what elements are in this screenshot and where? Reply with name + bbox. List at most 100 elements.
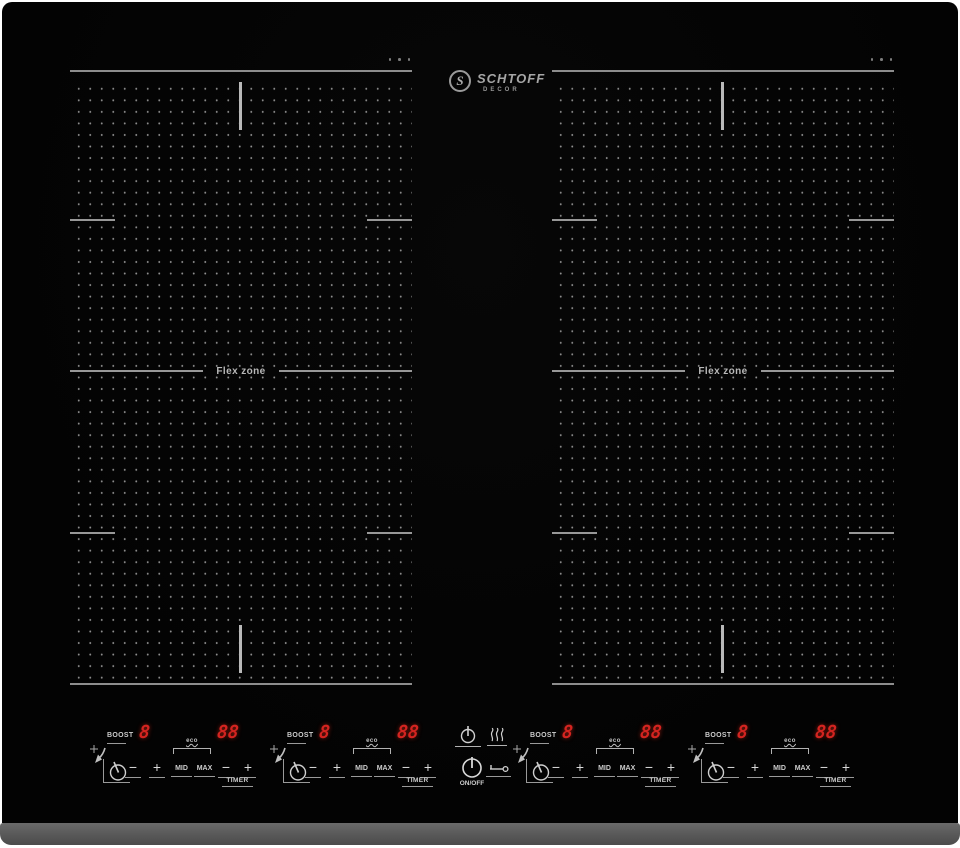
power-minus-button[interactable]: −	[723, 760, 739, 778]
timer-plus-button[interactable]: +	[240, 760, 256, 778]
power-level-display: 8	[138, 722, 151, 743]
zone-select-arrow-icon	[688, 745, 704, 763]
power-icon	[532, 761, 550, 781]
boost-button[interactable]: BOOST	[530, 732, 556, 744]
brand-emblem-icon: S	[449, 70, 471, 92]
timer-display: 88	[814, 722, 838, 743]
boost-button[interactable]: BOOST	[287, 732, 313, 744]
power-icon	[109, 761, 127, 781]
flex-zone-line	[552, 370, 686, 372]
flex-zone-label: Flex zone	[216, 365, 266, 377]
timer-label: TIMER	[222, 777, 253, 787]
mid-power-button[interactable]: MID	[769, 765, 790, 777]
zone-power-button[interactable]	[701, 759, 728, 783]
mid-max-bracket	[353, 748, 391, 754]
timer-minus-button[interactable]: −	[641, 760, 657, 778]
indicator-dots	[870, 58, 892, 61]
zone-divider-mark	[849, 219, 894, 221]
zone-center-tick-top	[721, 82, 724, 130]
zone-select-arrow-icon	[270, 745, 286, 763]
max-power-button[interactable]: MAX	[194, 765, 215, 777]
eco-icon: eco	[186, 738, 198, 744]
flex-zone-divider: Flex zone	[552, 365, 895, 377]
timer-label: TIMER	[645, 777, 676, 787]
timer-plus-button[interactable]: +	[838, 760, 854, 778]
timer-label: TIMER	[402, 777, 433, 787]
zone-divider-mark	[367, 219, 412, 221]
zone-dot-grid	[70, 80, 412, 685]
heat-waves-button[interactable]	[487, 727, 507, 746]
indicator-dots	[388, 58, 410, 61]
timer-display: 88	[396, 722, 420, 743]
mid-power-button[interactable]: MID	[351, 765, 372, 777]
cooking-zone-left: Flex zone	[70, 58, 413, 686]
mid-max-bracket	[771, 748, 809, 754]
burner-control-section-4: BOOST 8 88 − + eco MID MAX − + TIMER	[685, 717, 860, 797]
main-power-button[interactable]	[459, 755, 485, 779]
key-lock-icon	[489, 765, 509, 773]
power-icon	[707, 761, 725, 781]
zone-top-line	[552, 70, 894, 72]
zone-dot-grid	[552, 80, 894, 685]
zone-divider-mark	[70, 219, 115, 221]
central-control-cluster: ON/OFF	[450, 717, 522, 797]
eco-icon: eco	[366, 738, 378, 744]
zone-center-tick-top	[239, 82, 242, 130]
timer-minus-button[interactable]: −	[218, 760, 234, 778]
zone-bottom-line	[70, 683, 412, 685]
power-plus-button[interactable]: +	[149, 760, 165, 778]
flex-zone-line	[760, 370, 895, 372]
zone-power-button[interactable]	[283, 759, 310, 783]
zone-select-arrow-icon	[90, 745, 106, 763]
brand-name: SCHTOFF	[477, 71, 546, 86]
glass-surface: S SCHTOFF DECOR Flex zone	[2, 2, 958, 823]
flex-zone-line	[278, 370, 413, 372]
zone-select-arrow-icon	[513, 745, 529, 763]
boost-button[interactable]: BOOST	[705, 732, 731, 744]
zone-divider-mark	[849, 532, 894, 534]
zone-top-line	[70, 70, 412, 72]
cooking-zone-right: Flex zone	[552, 58, 895, 686]
burner-control-section-2: BOOST 8 88 − + eco MID MAX − + TIMER	[267, 717, 442, 797]
timer-display: 88	[639, 722, 663, 743]
mid-max-bracket	[596, 748, 634, 754]
eco-icon: eco	[784, 738, 796, 744]
keep-warm-button[interactable]	[455, 725, 481, 747]
max-power-button[interactable]: MAX	[792, 765, 813, 777]
power-plus-button[interactable]: +	[572, 760, 588, 778]
power-level-display: 8	[736, 722, 749, 743]
zone-bottom-line	[552, 683, 894, 685]
power-icon	[289, 761, 307, 781]
keep-warm-icon	[460, 726, 476, 744]
power-level-display: 8	[561, 722, 574, 743]
zone-divider-mark	[70, 532, 115, 534]
burner-control-section-1: BOOST 8 88 − + eco MID MAX − + TIMER	[87, 717, 262, 797]
zone-divider-mark	[367, 532, 412, 534]
front-edge-trim	[0, 823, 960, 845]
power-plus-button[interactable]: +	[329, 760, 345, 778]
power-minus-button[interactable]: −	[305, 760, 321, 778]
timer-minus-button[interactable]: −	[398, 760, 414, 778]
mid-power-button[interactable]: MID	[594, 765, 615, 777]
brand-subtitle: DECOR	[483, 87, 520, 93]
power-minus-button[interactable]: −	[125, 760, 141, 778]
timer-label: TIMER	[820, 777, 851, 787]
zone-power-button[interactable]	[526, 759, 553, 783]
mid-power-button[interactable]: MID	[171, 765, 192, 777]
eco-icon: eco	[609, 738, 621, 744]
max-power-button[interactable]: MAX	[617, 765, 638, 777]
on-off-power-icon	[462, 757, 482, 778]
timer-minus-button[interactable]: −	[816, 760, 832, 778]
child-lock-button[interactable]	[486, 761, 511, 777]
timer-plus-button[interactable]: +	[420, 760, 436, 778]
flex-zone-divider: Flex zone	[70, 365, 413, 377]
zone-center-tick-bottom	[721, 625, 724, 673]
max-power-button[interactable]: MAX	[374, 765, 395, 777]
timer-plus-button[interactable]: +	[663, 760, 679, 778]
power-plus-button[interactable]: +	[747, 760, 763, 778]
boost-button[interactable]: BOOST	[107, 732, 133, 744]
zone-power-button[interactable]	[103, 759, 130, 783]
burner-control-section-3: BOOST 8 88 − + eco MID MAX − + TIMER	[510, 717, 685, 797]
power-minus-button[interactable]: −	[548, 760, 564, 778]
